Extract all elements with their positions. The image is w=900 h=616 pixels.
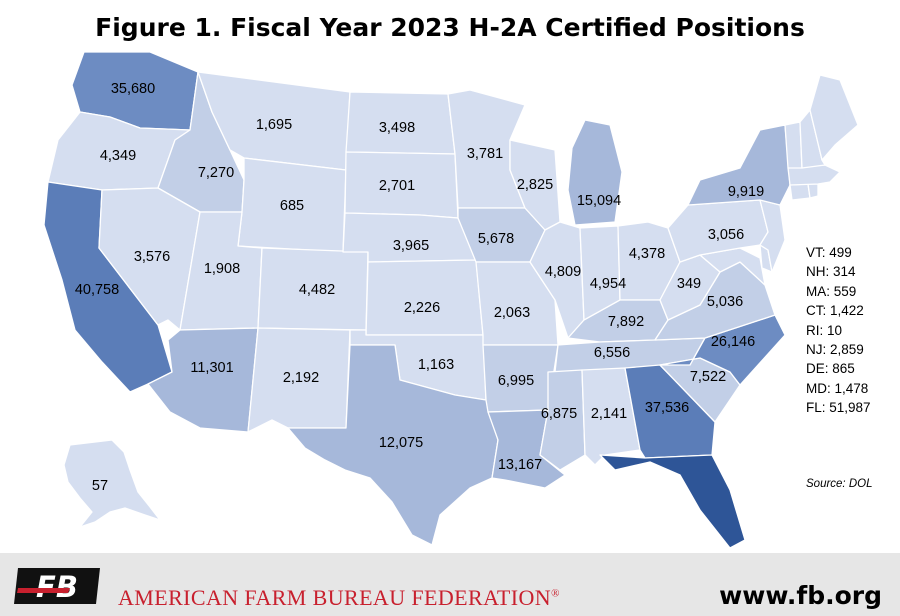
state-value-label: 3,576 — [134, 249, 170, 265]
state-value-label: 6,995 — [498, 373, 534, 389]
state-value-label: 11,301 — [190, 360, 233, 376]
state-ct — [789, 183, 811, 201]
state-value-label: 5,678 — [478, 231, 514, 247]
state-value-label: 7,892 — [608, 314, 644, 330]
state-value-label: 2,825 — [517, 177, 553, 193]
org-name: AMERICAN FARM BUREAU FEDERATION® — [118, 585, 560, 610]
state-value-label: 2,063 — [494, 305, 530, 321]
small-state-entry: MD: 1,478 — [806, 380, 869, 396]
state-value-label: 40,758 — [75, 282, 119, 298]
state-value-label: 13,167 — [498, 457, 542, 473]
state-value-label: 12,075 — [379, 435, 423, 451]
state-value-label: 7,522 — [690, 369, 726, 385]
state-az — [147, 327, 259, 433]
fb-logo-icon: FB — [14, 568, 100, 604]
state-value-label: 9,919 — [728, 184, 764, 200]
state-value-label: 6,875 — [541, 406, 577, 422]
state-ks — [365, 259, 484, 336]
state-value-label: 685 — [280, 198, 304, 214]
state-value-label: 1,908 — [204, 261, 240, 277]
state-me — [809, 74, 859, 161]
state-value-label: 4,349 — [100, 148, 136, 164]
state-nj — [759, 199, 786, 273]
small-states-list: VT: 499 NH: 314 MA: 559 CT: 1,422 RI: 10… — [806, 243, 871, 418]
state-value-label: 2,226 — [404, 300, 440, 316]
small-state-entry: DE: 865 — [806, 361, 855, 377]
state-value-label: 4,954 — [590, 276, 626, 292]
state-value-label: 3,781 — [467, 146, 503, 162]
state-value-label: 3,056 — [708, 227, 744, 243]
source-note: Source: DOL — [806, 478, 873, 490]
state-value-label: 6,556 — [594, 345, 630, 361]
state-value-label: 7,270 — [198, 165, 234, 181]
state-value-label: 5,036 — [707, 294, 743, 310]
state-value-label: 57 — [92, 478, 108, 494]
website-link[interactable]: www.fb.org — [719, 581, 882, 610]
small-state-entry: NH: 314 — [806, 264, 856, 280]
state-value-label: 4,482 — [299, 282, 335, 298]
state-value-label: 349 — [677, 276, 701, 292]
small-state-entry: VT: 499 — [806, 245, 852, 260]
state-ri — [807, 183, 819, 199]
state-tx — [287, 344, 499, 546]
state-value-label: 35,680 — [111, 81, 155, 97]
state-ak — [63, 439, 161, 528]
small-state-entry: CT: 1,422 — [806, 303, 864, 319]
svg-text:FB: FB — [36, 570, 78, 604]
state-vt — [784, 121, 803, 169]
state-value-label: 2,192 — [283, 370, 319, 386]
footer: FB AMERICAN FARM BUREAU FEDERATION® www.… — [0, 553, 900, 616]
state-nv — [98, 187, 201, 331]
state-value-label: 4,809 — [545, 264, 581, 280]
small-state-entry: RI: 10 — [806, 322, 843, 338]
state-value-label: 2,701 — [379, 178, 415, 194]
figure-title: Figure 1. Fiscal Year 2023 H-2A Certifie… — [95, 13, 805, 42]
state-value-label: 3,965 — [393, 238, 429, 254]
small-state-entry: NJ: 2,859 — [806, 342, 864, 358]
state-value-label: 26,146 — [711, 334, 755, 350]
state-value-label: 4,378 — [629, 246, 665, 262]
us-map: 35,680 4,349 40,758 7,270 3,576 1,695 68… — [43, 51, 859, 549]
small-state-entry: MA: 559 — [806, 283, 857, 299]
state-value-label: 2,141 — [591, 406, 627, 422]
state-mi — [567, 119, 623, 226]
state-value-label: 1,695 — [256, 117, 292, 133]
state-value-label: 3,498 — [379, 120, 415, 136]
state-nh — [799, 109, 826, 169]
state-value-label: 1,163 — [418, 357, 454, 373]
small-state-entry: FL: 51,987 — [806, 400, 871, 416]
state-value-label: 37,536 — [645, 400, 689, 416]
state-fl — [599, 454, 746, 549]
state-value-label: 15,094 — [577, 193, 621, 209]
